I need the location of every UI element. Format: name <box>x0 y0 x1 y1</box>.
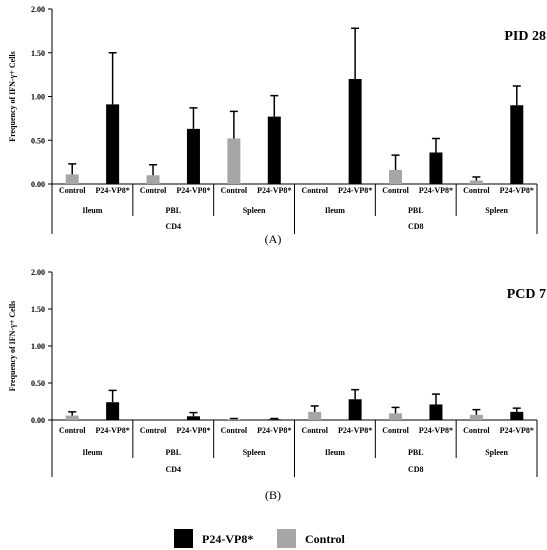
x-category-label: P24-VP8* <box>500 186 534 195</box>
y-tick-label: 0.50 <box>31 379 45 388</box>
y-tick-label: 1.00 <box>31 93 45 102</box>
tissue-label: Ileum <box>82 448 102 457</box>
legend-label: Control <box>305 532 345 546</box>
p24-vp8-bar <box>429 404 443 420</box>
y-tick-label: 0.00 <box>31 180 45 189</box>
tissue-label: Spleen <box>485 206 508 215</box>
x-category-label: P24-VP8* <box>338 426 372 435</box>
control-bar <box>308 411 322 420</box>
p24-vp8-bar <box>106 104 120 184</box>
p24-vp8-bar <box>348 399 362 420</box>
x-category-label: Control <box>140 426 167 435</box>
control-bar <box>469 180 483 184</box>
x-category-label: Control <box>59 426 86 435</box>
y-tick-label: 2.00 <box>31 268 45 277</box>
x-category-label: P24-VP8* <box>419 186 453 195</box>
panel-title: PCD 7 <box>507 287 546 302</box>
legend-label: P24-VP8* <box>202 532 253 546</box>
control-bar <box>469 414 483 420</box>
x-category-label: Control <box>463 186 490 195</box>
cell-group-label: CD4 <box>165 465 181 474</box>
control-bar <box>227 419 241 420</box>
p24-vp8-bar <box>186 416 200 420</box>
x-category-label: P24-VP8* <box>257 186 291 195</box>
tissue-label: Ileum <box>325 206 345 215</box>
x-category-label: P24-VP8* <box>176 426 210 435</box>
tissue-label: PBL <box>165 448 181 457</box>
control-bar <box>65 415 79 420</box>
control-bar <box>389 413 403 420</box>
panel-b: 0.00 0.50 1.00 1.50 2.00 Frequency of IFN-γ+ … <box>8 268 546 502</box>
panel-title: PID 28 <box>504 29 546 44</box>
panel-a: 0.00 0.50 1.00 1.50 2.00 Frequency of IFN-γ+ … <box>8 5 546 246</box>
x-category-label: P24-VP8* <box>419 426 453 435</box>
x-category-label: Control <box>59 186 86 195</box>
x-category-label: Control <box>221 186 248 195</box>
tissue-label: PBL <box>408 448 424 457</box>
legend-swatch <box>277 529 296 548</box>
x-category-label: Control <box>140 186 167 195</box>
legend-swatch <box>174 529 193 548</box>
x-category-label: P24-VP8* <box>338 186 372 195</box>
x-category-label: Control <box>221 426 248 435</box>
control-bar <box>389 170 403 184</box>
y-tick-label: 1.50 <box>31 305 45 314</box>
y-tick-label: 0.00 <box>31 416 45 425</box>
tissue-label: PBL <box>408 206 424 215</box>
p24-vp8-bar <box>510 411 524 420</box>
tissue-label: Spleen <box>485 448 508 457</box>
control-bar <box>146 175 160 184</box>
x-category-label: P24-VP8* <box>96 186 130 195</box>
x-category-label: P24-VP8* <box>96 426 130 435</box>
x-category-label: P24-VP8* <box>176 186 210 195</box>
p24-vp8-bar <box>348 79 362 184</box>
tissue-label: Ileum <box>82 206 102 215</box>
x-category-label: Control <box>301 426 328 435</box>
y-tick-label: 2.00 <box>31 5 45 14</box>
x-category-label: Control <box>382 186 409 195</box>
cell-group-label: CD4 <box>165 222 181 231</box>
cell-group-label: CD8 <box>408 222 424 231</box>
p24-vp8-bar <box>267 419 281 420</box>
y-axis-label: Frequency of IFN-γ+ Cells <box>8 51 17 142</box>
panel-label: (B) <box>265 488 281 502</box>
x-category-label: Control <box>382 426 409 435</box>
control-bar <box>227 138 241 184</box>
p24-vp8-bar <box>267 116 281 184</box>
y-tick-label: 1.00 <box>31 342 45 351</box>
x-category-label: P24-VP8* <box>257 426 291 435</box>
tissue-label: PBL <box>165 206 181 215</box>
y-axis-label: Frequency of IFN-γ+ Cells <box>8 301 17 392</box>
legend: P24-VP8* Control <box>174 529 345 548</box>
cell-group-label: CD8 <box>408 465 424 474</box>
x-category-label: Control <box>463 426 490 435</box>
tissue-label: Ileum <box>325 448 345 457</box>
x-category-label: Control <box>301 186 328 195</box>
p24-vp8-bar <box>106 402 120 420</box>
panel-label: (A) <box>265 232 282 246</box>
tissue-label: Spleen <box>243 448 266 457</box>
y-tick-label: 1.50 <box>31 49 45 58</box>
control-bar <box>65 174 79 184</box>
p24-vp8-bar <box>186 128 200 184</box>
x-category-label: P24-VP8* <box>500 426 534 435</box>
tissue-label: Spleen <box>243 206 266 215</box>
p24-vp8-bar <box>510 105 524 184</box>
y-tick-label: 0.50 <box>31 136 45 145</box>
p24-vp8-bar <box>429 152 443 184</box>
